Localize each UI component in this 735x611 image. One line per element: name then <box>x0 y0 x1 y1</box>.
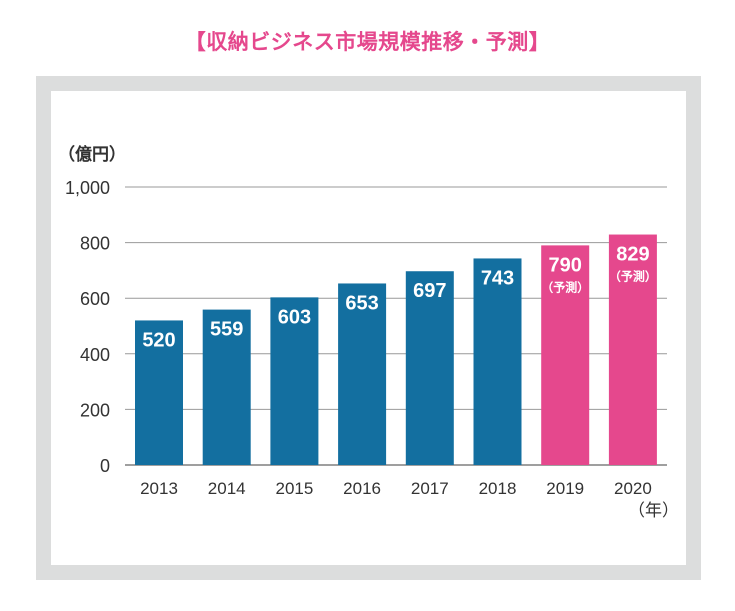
y-tick-label: 0 <box>100 456 110 476</box>
bar-forecast <box>608 234 657 465</box>
x-tick-label: 2019 <box>546 479 584 498</box>
bar <box>405 271 454 465</box>
x-tick-label: 2014 <box>208 479 246 498</box>
bar <box>135 320 183 465</box>
y-tick-label: 200 <box>80 400 110 420</box>
bar-value-label: 829 <box>616 244 649 266</box>
y-tick-label: 1,000 <box>65 178 110 198</box>
x-tick-label: 2017 <box>411 479 449 498</box>
y-axis-label: （億円） <box>58 144 126 164</box>
bar-value-label: 653 <box>345 292 378 314</box>
bar-value-label: 603 <box>278 306 311 328</box>
bar-value-label: 559 <box>210 319 243 341</box>
bar-layer <box>135 234 657 465</box>
forecast-label: （予測） <box>541 279 589 294</box>
bar-value-label: 697 <box>413 280 446 302</box>
bar-value-label: 520 <box>142 329 175 351</box>
x-tick-label: 2016 <box>343 479 381 498</box>
bar-forecast <box>541 245 590 465</box>
bar <box>338 283 387 465</box>
forecast-label: （予測） <box>609 269 657 284</box>
x-tick-label: 2015 <box>275 479 313 498</box>
x-axis-unit: （年） <box>628 501 679 520</box>
bar-value-label: 790 <box>549 254 582 276</box>
bar <box>202 309 251 465</box>
bar <box>270 297 319 465</box>
x-tick-label: 2013 <box>140 479 178 498</box>
label-layer: 0 200 400 600 800 1,000 520 2013 559 2014 603 2015 6… <box>65 178 657 498</box>
y-tick-label: 800 <box>80 234 110 254</box>
y-tick-label: 600 <box>80 289 110 309</box>
chart-title: 【収納ビジネス市場規模推移・予測】 <box>184 30 551 54</box>
bar-value-label: 743 <box>481 267 514 289</box>
x-tick-label: 2020 <box>614 479 652 498</box>
x-tick-label: 2018 <box>479 479 517 498</box>
bar <box>473 258 522 465</box>
y-tick-label: 400 <box>80 345 110 365</box>
